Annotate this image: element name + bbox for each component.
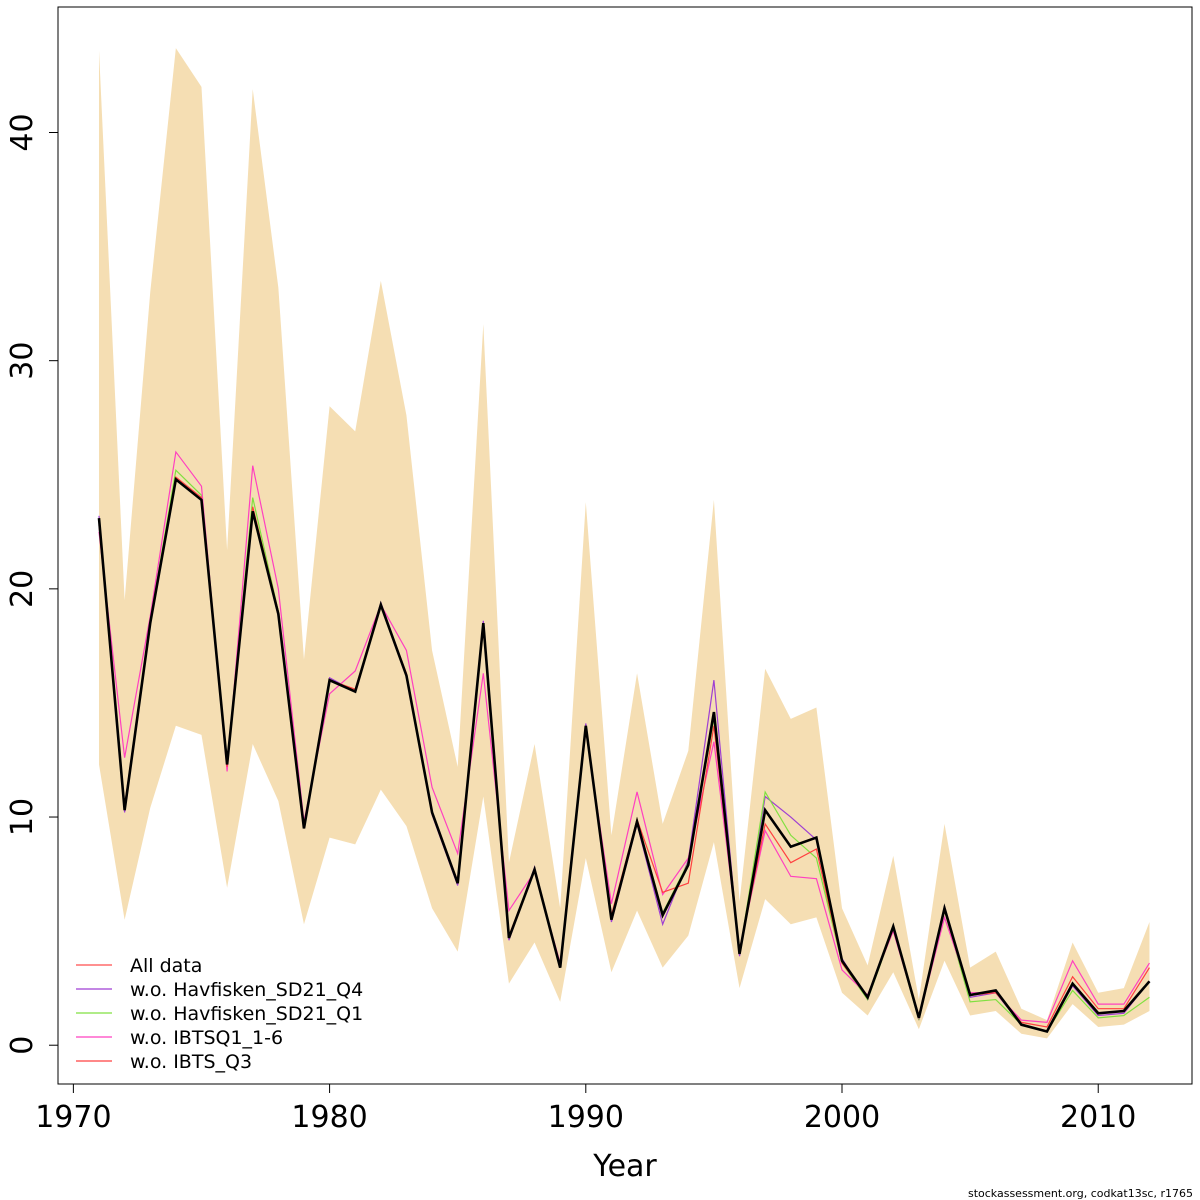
legend-label: All data <box>130 955 202 977</box>
y-tick-label: 0 <box>5 1036 40 1055</box>
y-tick-label: 10 <box>5 798 40 836</box>
y-tick-label: 30 <box>5 342 40 380</box>
x-tick-label: 1990 <box>548 1100 624 1135</box>
x-axis-label: Year <box>592 1149 657 1184</box>
series-line-3 <box>98 450 1150 1024</box>
x-tick-label: 2010 <box>1060 1100 1136 1135</box>
x-tick-label: 1970 <box>35 1100 111 1135</box>
y-tick-label: 40 <box>5 113 40 151</box>
x-tick-label: 2000 <box>804 1100 880 1135</box>
y-tick-label: 20 <box>5 570 40 608</box>
legend-label: w.o. Havfisken_SD21_Q1 <box>130 1003 363 1025</box>
series-layer <box>97 450 1151 1034</box>
confidence-band-layer <box>98 48 1150 1039</box>
fit-line <box>97 476 1151 1034</box>
legend-label: w.o. IBTSQ1_1-6 <box>130 1027 283 1049</box>
axes-layer: 1970 1980 1990 2000 2010 0 10 20 30 40 <box>5 113 1136 1135</box>
legend-label: w.o. Havfisken_SD21_Q4 <box>130 979 363 1001</box>
x-tick-label: 1980 <box>291 1100 367 1135</box>
confidence-band <box>98 48 1150 1039</box>
legend-label: w.o. IBTS_Q3 <box>130 1051 252 1073</box>
footnote: stockassessment.org, codkat13sc, r1765 <box>968 1187 1193 1200</box>
